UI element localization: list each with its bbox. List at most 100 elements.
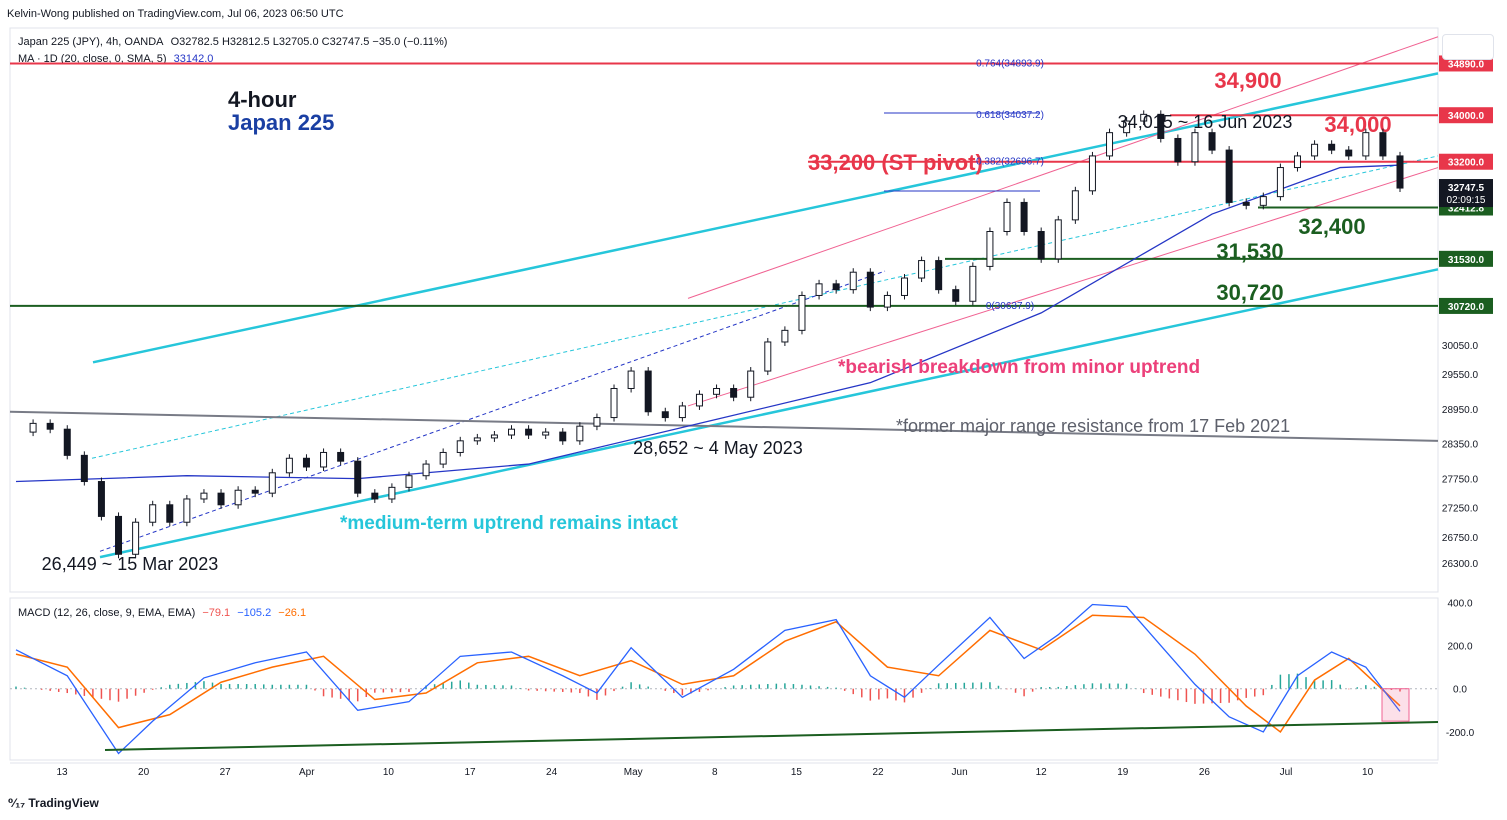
time-tick-label: 15	[791, 767, 803, 778]
candle-body	[627, 370, 635, 389]
candle-body	[593, 417, 601, 427]
candle-body	[371, 492, 379, 500]
time-tick-label: 13	[56, 767, 68, 778]
candle-body	[832, 283, 840, 291]
macd-label[interactable]: MACD (12, 26, close, 9, EMA, EMA)	[18, 607, 196, 619]
level-axis-box	[1439, 297, 1493, 314]
time-tick-label: May	[624, 767, 643, 778]
ohlc-values: O32782.5 H32812.5 L32705.0 C32747.5 −35.…	[170, 36, 448, 48]
candle-body	[80, 454, 88, 483]
macd-value-2: −105.2	[237, 607, 272, 619]
candle-body	[1020, 201, 1028, 233]
macd-legend: MACD (12, 26, close, 9, EMA, EMA) −79.1 …	[18, 607, 310, 619]
level-label: 32,400	[1298, 214, 1365, 239]
candle-body	[1328, 143, 1336, 151]
candle-body	[132, 521, 140, 555]
candle-body	[525, 428, 533, 436]
candle-body	[1259, 196, 1267, 206]
time-tick-label: 19	[1117, 767, 1129, 778]
chart-annotation: 26,449 ~ 15 Mar 2023	[42, 554, 219, 574]
symbol-label[interactable]: Japan 225 (JPY), 4h, OANDA	[18, 36, 164, 48]
candle-body	[1379, 132, 1387, 157]
candle-body	[97, 481, 105, 517]
candle-body	[1293, 155, 1301, 169]
ma-label[interactable]: MA · 1D (20, close, 0, SMA, 5)	[18, 53, 167, 65]
channel-upper-line	[92, 72, 1439, 364]
candle-body	[900, 277, 908, 296]
chart-settings-button[interactable]	[1442, 34, 1494, 60]
candle-body	[1362, 132, 1370, 157]
candle-body	[1276, 167, 1284, 198]
candle-body	[302, 457, 310, 468]
candle-body	[678, 405, 686, 419]
candle-body	[149, 504, 157, 523]
candle-body	[1208, 132, 1216, 151]
candle-body	[730, 387, 738, 398]
macd-value-3: −26.1	[278, 607, 307, 619]
candle-body	[883, 294, 891, 308]
candle-body	[439, 451, 447, 465]
candle-body	[952, 289, 960, 302]
candle-body	[935, 260, 943, 291]
tv-logo-icon: ⁰⁄₁₇	[8, 796, 26, 810]
candle-body	[969, 265, 977, 302]
macd-value-1: −79.1	[202, 607, 231, 619]
candle-body	[1054, 219, 1062, 260]
candle-body	[200, 492, 208, 500]
candle-body	[1071, 190, 1079, 221]
time-tick-label: 24	[546, 767, 558, 778]
level-label: 33,200 (ST pivot)	[808, 150, 983, 175]
candle-body	[320, 451, 328, 468]
time-tick-label: 27	[220, 767, 232, 778]
level-axis-label: 31530.0	[1448, 255, 1485, 266]
level-axis-box	[1439, 153, 1493, 170]
candle-body	[1225, 149, 1233, 203]
macd-tick-label: 200.0	[1447, 642, 1472, 653]
macd-pane	[9, 597, 1439, 761]
candle-body	[610, 387, 618, 419]
chart-annotation: 28,652 ~ 4 May 2023	[633, 438, 803, 458]
candle-body	[798, 294, 806, 331]
medium-term-uptrend-line	[99, 268, 1439, 559]
candle-body	[986, 231, 994, 267]
fib-label: 0(30637.9)	[986, 301, 1034, 312]
chart-annotation: *medium-term uptrend remains intact	[340, 513, 679, 534]
candle-body	[576, 425, 584, 442]
time-tick-label: 22	[872, 767, 884, 778]
macd-line	[15, 603, 1401, 755]
price-pane	[9, 27, 1439, 593]
fib-label: 0.764(34893.9)	[976, 58, 1044, 69]
candle-body	[644, 370, 652, 413]
candle-body	[337, 451, 345, 462]
candle-body	[815, 283, 823, 296]
ma-value: 33142.0	[173, 53, 214, 65]
candle-body	[63, 428, 71, 456]
candle-body	[695, 393, 703, 407]
candle-body	[405, 475, 413, 488]
candle-body	[1191, 132, 1199, 163]
symbol-legend: Japan 225 (JPY), 4h, OANDA O32782.5 H328…	[18, 36, 451, 48]
ma-legend: MA · 1D (20, close, 0, SMA, 5) 33142.0	[18, 53, 217, 65]
level-axis-label: 34000.0	[1448, 111, 1485, 122]
candle-body	[1345, 149, 1353, 157]
level-axis-label: 33200.0	[1448, 158, 1485, 169]
price-tick-label: 30050.0	[1442, 341, 1479, 352]
candle-body	[661, 411, 669, 419]
channel-mid-dashed-line	[91, 155, 1439, 459]
candle-body	[183, 498, 191, 523]
candle-body	[46, 422, 54, 430]
time-tick-label: Jul	[1280, 767, 1293, 778]
chart-annotation: 34,015 ~ 16 Jun 2023	[1118, 112, 1293, 132]
candle-body	[1140, 113, 1148, 122]
time-tick-label: Apr	[299, 767, 315, 778]
candle-body	[473, 437, 481, 442]
candle-body	[918, 260, 926, 279]
candle-body	[251, 489, 259, 494]
chart-annotation: *bearish breakdown from minor uptrend	[838, 357, 1200, 378]
candle-body	[490, 434, 498, 439]
candle-body	[1037, 231, 1045, 260]
chart-annotation: *former major range resistance from 17 F…	[896, 416, 1290, 436]
candle-body	[234, 489, 242, 506]
candle-body	[559, 431, 567, 442]
